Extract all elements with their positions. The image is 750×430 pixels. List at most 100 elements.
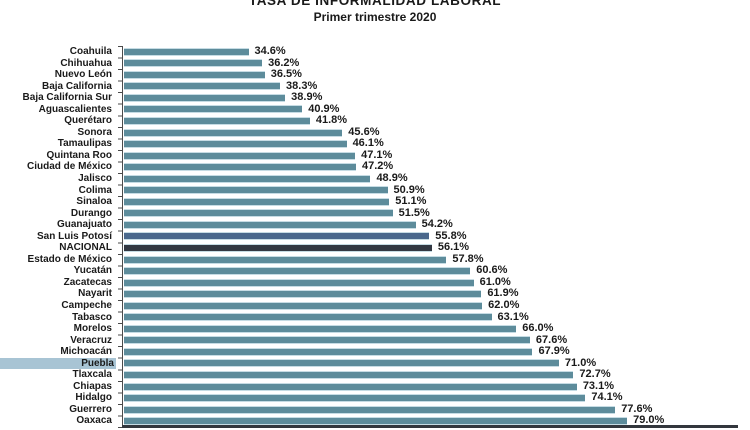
bar xyxy=(124,313,492,322)
category-axis-line xyxy=(122,46,123,427)
value-label: 63.1% xyxy=(497,310,529,323)
category-axis-ticks xyxy=(118,46,122,428)
value-label: 50.9% xyxy=(393,183,425,196)
bar-row: Sonora 45.6% xyxy=(0,125,750,139)
bar-row: Campeche 62.0% xyxy=(0,298,750,312)
value-label: 36.5% xyxy=(270,68,302,81)
bar-row: Michoacán 67.9% xyxy=(0,346,750,358)
category-label: Tlaxcala xyxy=(72,369,112,381)
bar xyxy=(124,186,388,195)
category-label: Veracruz xyxy=(70,334,112,346)
bar xyxy=(124,93,286,102)
category-label: Morelos xyxy=(73,323,112,335)
bar-row: Jalisco 48.9% xyxy=(0,171,750,185)
bar xyxy=(124,382,577,391)
bar xyxy=(124,359,559,368)
value-label: 47.2% xyxy=(361,160,394,173)
category-label: Tamaulipas xyxy=(57,138,112,150)
category-label: Guanajuato xyxy=(56,219,112,231)
bar xyxy=(124,417,628,426)
category-label: Nuevo León xyxy=(54,69,112,81)
value-label: 48.9% xyxy=(376,171,408,184)
category-label: San Luis Potosí xyxy=(36,230,112,242)
bar xyxy=(124,394,586,403)
bar xyxy=(124,197,390,206)
bar-row: Estado de México 57.8% xyxy=(0,252,750,266)
value-label: 62.0% xyxy=(488,298,520,311)
bar xyxy=(124,255,447,264)
category-label: Quintana Roo xyxy=(46,149,112,161)
value-label: 47.1% xyxy=(361,148,393,161)
chart-subtitle: Primer trimestre 2020 xyxy=(313,10,437,24)
category-label: Chiapas xyxy=(73,380,112,392)
value-label: 46.1% xyxy=(352,137,384,150)
value-label: 40.9% xyxy=(308,102,340,115)
bar-row: Yucatán 60.6% xyxy=(0,265,750,277)
category-label: Querétaro xyxy=(64,115,112,127)
bar xyxy=(124,232,430,241)
category-label: Durango xyxy=(70,207,112,219)
category-label: Chihuahua xyxy=(60,57,112,69)
value-label: 57.8% xyxy=(452,252,484,265)
bar-row: Sinaloa 51.1% xyxy=(0,196,750,208)
category-label: NACIONAL xyxy=(59,242,112,254)
bar xyxy=(124,128,343,137)
value-label: 54.2% xyxy=(421,218,453,231)
bar-row: Morelos 66.0% xyxy=(0,323,750,335)
bar xyxy=(124,82,281,91)
bar xyxy=(124,70,265,79)
bar xyxy=(124,244,432,253)
bar-row: Baja California 38.3% xyxy=(0,79,750,93)
category-label: Baja California xyxy=(41,80,112,92)
value-label: 72.7% xyxy=(579,368,611,381)
value-label: 38.3% xyxy=(286,79,318,92)
bar-row: Veracruz 67.6% xyxy=(0,333,750,347)
value-label: 71.0% xyxy=(564,356,597,369)
bar-row: Zacatecas 61.0% xyxy=(0,275,750,289)
value-label: 55.8% xyxy=(435,229,467,242)
category-label: Tabasco xyxy=(72,311,112,323)
bar-row: Baja California Sur 38.9% xyxy=(0,92,750,104)
value-label: 36.2% xyxy=(268,56,300,69)
category-label: Zacatecas xyxy=(63,276,112,288)
bar-row: Querétaro 41.8% xyxy=(0,115,750,127)
bar-row: San Luis Potosí 55.8% xyxy=(0,229,750,243)
bar xyxy=(124,105,303,114)
bar-row: NACIONAL 56.1% xyxy=(0,242,750,254)
bar-row: Durango 51.5% xyxy=(0,207,750,220)
bar xyxy=(124,267,471,276)
bar xyxy=(124,117,310,126)
bar-row: Tamaulipas 46.1% xyxy=(0,138,750,150)
category-label: Oaxaca xyxy=(76,415,112,427)
category-label: Aguascalientes xyxy=(38,103,112,115)
bar xyxy=(124,290,482,299)
bar-row: Chiapas 73.1% xyxy=(0,380,750,393)
bar xyxy=(124,209,393,218)
bar xyxy=(124,140,347,149)
chart-title: TASA DE INFORMALIDAD LABORAL xyxy=(248,0,502,8)
category-label: Campeche xyxy=(61,299,112,311)
bar-row: Aguascalientes 40.9% xyxy=(0,102,750,116)
bar xyxy=(124,301,483,310)
bar-row: Oaxaca 79.0% xyxy=(0,415,750,427)
value-label: 56.1% xyxy=(437,241,470,254)
value-label: 67.6% xyxy=(535,333,568,346)
category-label: Nayarit xyxy=(78,288,112,300)
category-label: Hidalgo xyxy=(75,392,112,404)
value-label: 45.6% xyxy=(348,125,380,138)
bar-row: Nuevo León 36.5% xyxy=(0,69,750,81)
bar-row: Guerrero 77.6% xyxy=(0,403,750,416)
bar-row: Tlaxcala 72.7% xyxy=(0,369,750,381)
bar xyxy=(124,347,533,356)
value-label: 61.0% xyxy=(479,275,511,288)
bar xyxy=(124,405,616,414)
category-label: Colima xyxy=(78,184,112,196)
bar-row: Coahuila 34.6% xyxy=(0,45,750,58)
bar-row: Puebla 71.0% xyxy=(0,356,750,370)
bar-row: Nayarit 61.9% xyxy=(0,288,750,300)
category-label: Sinaloa xyxy=(76,196,112,208)
bar xyxy=(124,336,530,345)
value-label: 67.9% xyxy=(538,345,570,358)
bar xyxy=(124,151,356,160)
